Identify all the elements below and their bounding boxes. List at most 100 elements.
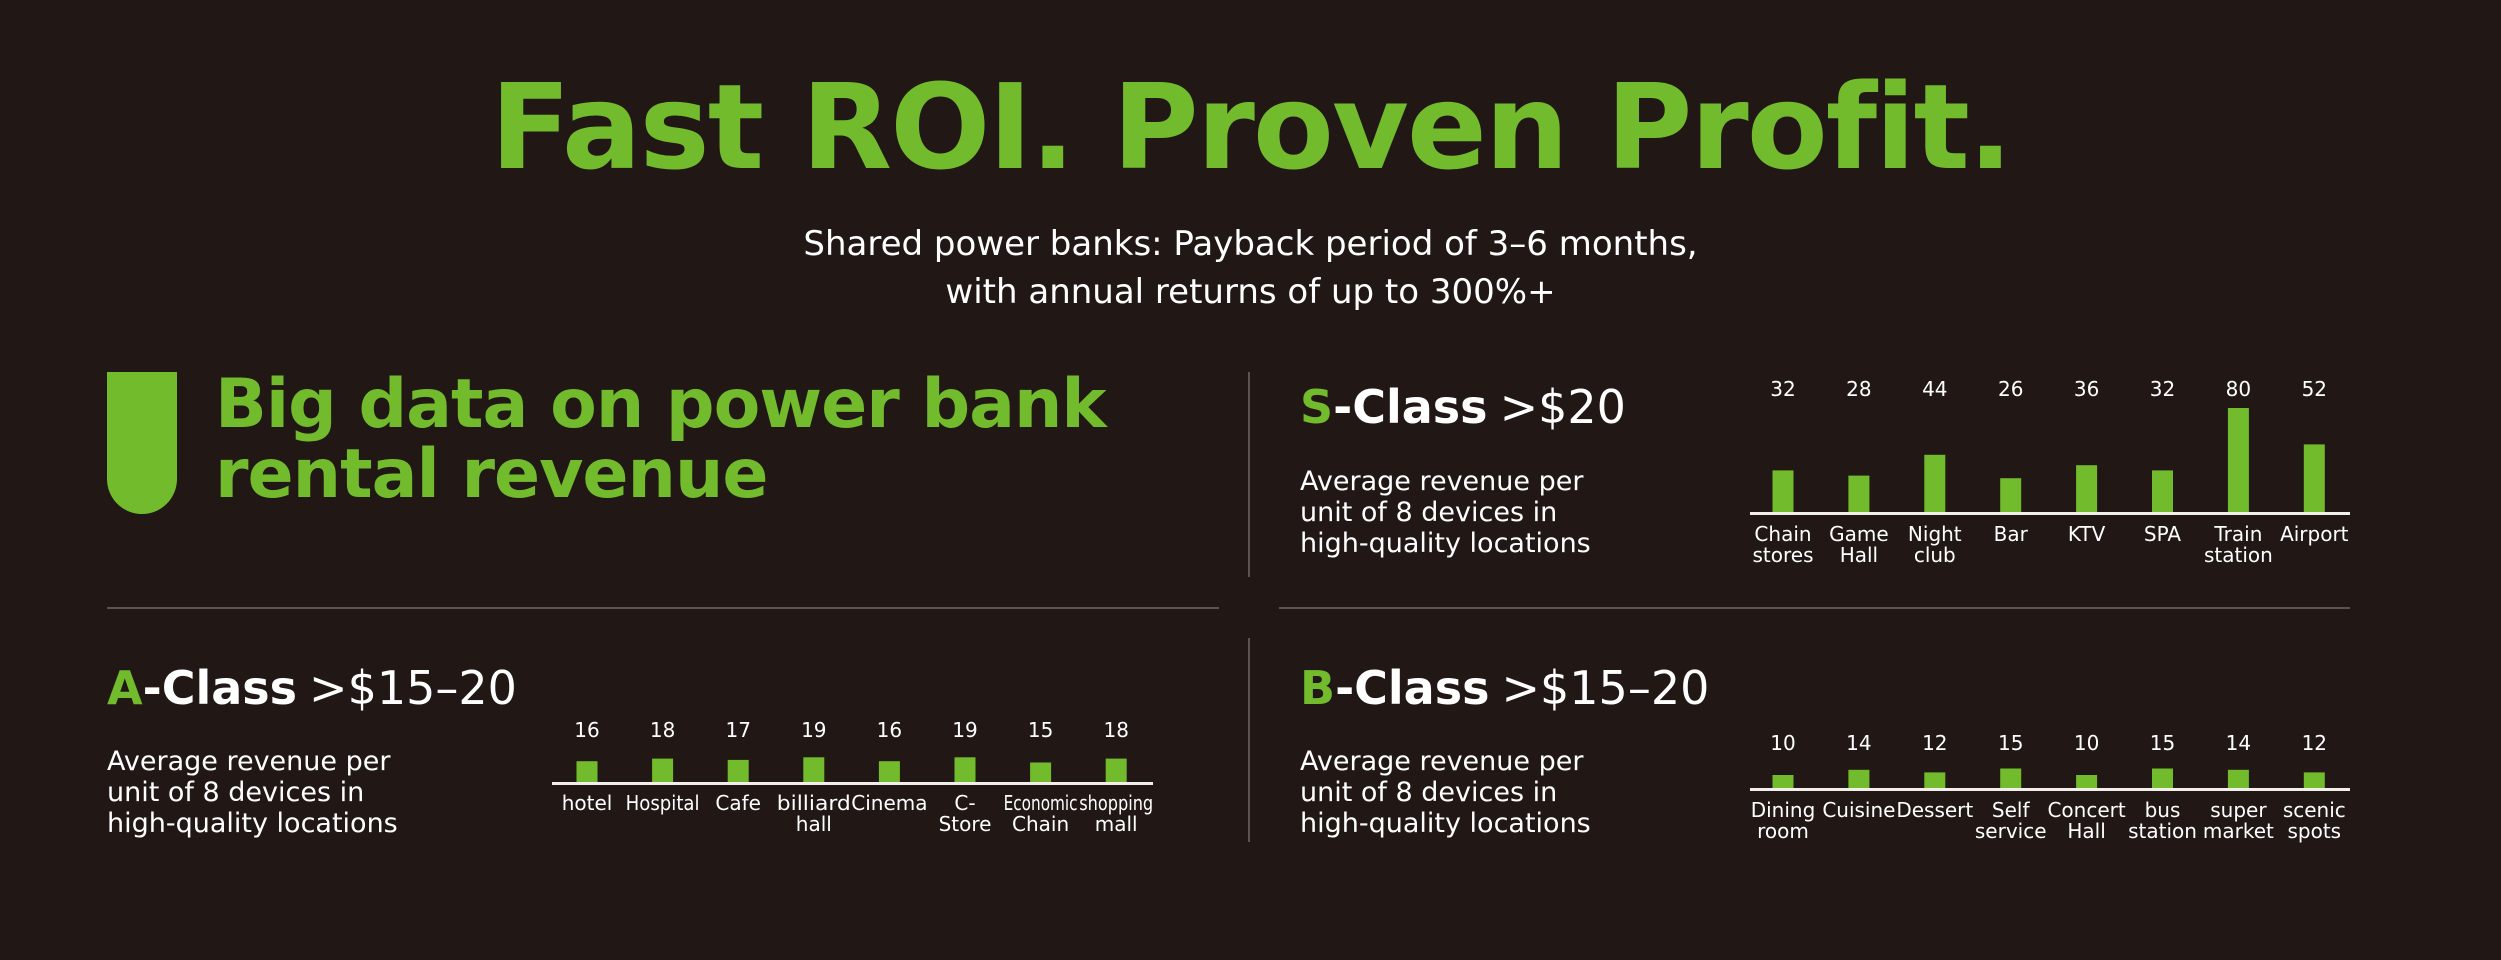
- s-category-label: Airport: [2280, 522, 2349, 546]
- b-bar: [1848, 769, 1870, 788]
- b-category-label: scenic: [2283, 798, 2346, 822]
- class-letter: A: [107, 661, 143, 715]
- a-bar: [652, 758, 674, 782]
- s-category-label: station: [2204, 543, 2273, 567]
- vertical-divider-bottom: [1248, 638, 1250, 842]
- a-bar: [1105, 758, 1127, 782]
- a-class-description: Average revenue per unit of 8 devices in…: [107, 746, 447, 839]
- class-price: >$15–20: [1501, 661, 1710, 715]
- a-category-label: Cinema: [851, 791, 927, 815]
- a-category-label: shopping: [1079, 791, 1153, 815]
- horizontal-divider-left: [107, 607, 1219, 609]
- b-bar: [1924, 772, 1946, 788]
- a-value-label: 18: [650, 718, 675, 742]
- a-bar: [1030, 762, 1052, 782]
- vertical-divider-top: [1248, 372, 1250, 577]
- b-bar: [2152, 768, 2173, 788]
- b-value-label: 15: [2150, 731, 2175, 755]
- b-value-label: 14: [1846, 731, 1871, 755]
- a-category-label: mall: [1095, 812, 1138, 836]
- b-category-label: Concert: [2047, 798, 2125, 822]
- b-value-label: 12: [1922, 731, 1947, 755]
- horizontal-divider-right: [1279, 607, 2350, 609]
- b-class-title: B-Class >$15–20: [1300, 661, 1709, 715]
- a-category-label: Store: [939, 812, 992, 836]
- subtitle-line-2: with annual returns of up to 300%+: [945, 272, 1556, 312]
- s-bar: [1924, 454, 1946, 512]
- class-letter: S: [1300, 380, 1334, 434]
- desc-line: Average revenue per: [107, 746, 391, 777]
- b-bar: [2303, 772, 2325, 788]
- heading-line-1: Big data on power bank: [215, 365, 1107, 444]
- desc-line: high-quality locations: [107, 808, 398, 839]
- class-price: >$15–20: [309, 661, 517, 715]
- desc-line: Average revenue per: [1300, 466, 1584, 497]
- class-suffix: -Class: [142, 661, 298, 715]
- s-value-label: 26: [1998, 377, 2023, 401]
- s-category-label: Game: [1829, 522, 1889, 546]
- a-class-title: A-Class >$15–20: [107, 661, 517, 715]
- s-bar: [1772, 470, 1794, 512]
- class-letter: B: [1300, 661, 1336, 715]
- s-bar: [1848, 475, 1870, 512]
- b-value-label: 12: [2302, 731, 2327, 755]
- b-class-description: Average revenue per unit of 8 devices in…: [1300, 746, 1640, 839]
- b-category-label: Hall: [2067, 819, 2105, 843]
- s-bar: [2000, 478, 2022, 512]
- a-category-label: Chain: [1012, 812, 1069, 836]
- a-value-label: 16: [574, 718, 599, 742]
- a-bar: [576, 761, 598, 782]
- s-value-label: 36: [2074, 377, 2099, 401]
- page-title: Fast ROI. Proven Profit.: [490, 58, 2013, 196]
- s-value-label: 44: [1922, 377, 1947, 401]
- b-category-label: spots: [2287, 819, 2341, 843]
- heading-line-2: rental revenue: [215, 435, 768, 514]
- s-category-label: Hall: [1840, 543, 1878, 567]
- b-category-label: Cuisine: [1822, 798, 1895, 822]
- s-class-title: S-Class >$20: [1300, 380, 1626, 434]
- b-category-label: market: [2203, 819, 2274, 843]
- b-bar: [2076, 775, 2098, 788]
- a-bar: [878, 761, 900, 782]
- b-category-label: service: [1975, 819, 2047, 843]
- s-bar: [2152, 470, 2173, 512]
- a-value-label: 19: [801, 718, 826, 742]
- desc-line: high-quality locations: [1300, 528, 1591, 559]
- b-category-label: station: [2128, 819, 2197, 843]
- s-category-label: Chain: [1754, 522, 1811, 546]
- a-category-label: Hospital: [626, 791, 700, 815]
- desc-line: unit of 8 devices in: [1300, 497, 1558, 528]
- b-category-label: super: [2210, 798, 2267, 822]
- a-category-label: Economic: [1004, 791, 1078, 815]
- desc-line: high-quality locations: [1300, 808, 1591, 839]
- b-value-label: 10: [1770, 731, 1795, 755]
- b-category-label: room: [1757, 819, 1809, 843]
- s-category-label: SPA: [2144, 522, 2181, 546]
- s-value-label: 32: [2150, 377, 2175, 401]
- s-category-label: stores: [1752, 543, 1813, 567]
- s-value-label: 52: [2302, 377, 2327, 401]
- s-bar: [2076, 465, 2098, 512]
- s-category-label: KTV: [2068, 522, 2106, 546]
- a-value-label: 17: [725, 718, 750, 742]
- desc-line: Average revenue per: [1300, 746, 1584, 777]
- a-category-label: C-: [954, 791, 975, 815]
- b-value-label: 10: [2074, 731, 2099, 755]
- s-category-label: Train: [2213, 522, 2262, 546]
- b-value-label: 15: [1998, 731, 2023, 755]
- b-category-label: Dessert: [1896, 798, 1973, 822]
- a-value-label: 15: [1028, 718, 1053, 742]
- b-bar: [1772, 775, 1794, 788]
- b-bar: [2227, 769, 2249, 788]
- s-category-label: Night: [1908, 522, 1962, 546]
- desc-line: unit of 8 devices in: [107, 777, 365, 808]
- s-value-label: 80: [2226, 377, 2251, 401]
- b-category-label: Dining: [1751, 798, 1816, 822]
- class-suffix: -Class: [1335, 661, 1490, 715]
- a-category-label: billiard: [777, 791, 851, 815]
- class-suffix: -Class: [1333, 380, 1488, 434]
- desc-line: unit of 8 devices in: [1300, 777, 1558, 808]
- s-bar: [2227, 408, 2249, 512]
- b-value-label: 14: [2226, 731, 2251, 755]
